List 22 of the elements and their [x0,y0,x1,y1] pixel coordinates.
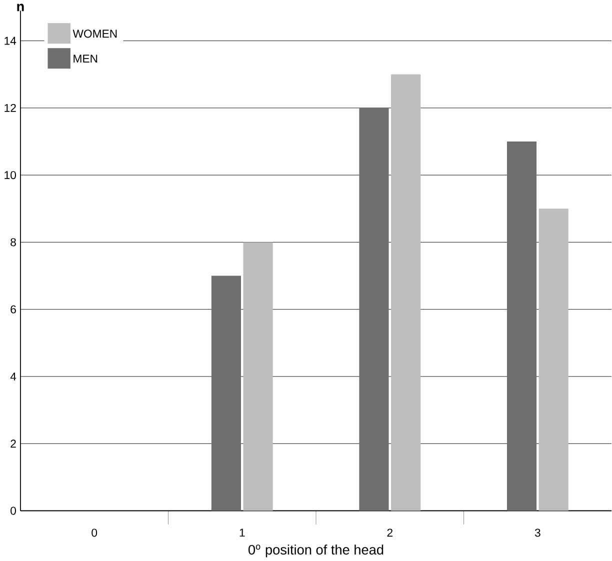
x-tick-label: 2 [387,528,392,537]
x-tick-label: 3 [534,528,540,537]
bar [538,208,568,511]
bar [359,108,389,511]
x-axis-title: 0$^{o}$ position of the head [248,544,384,558]
legend-label: WOMEN [72,30,117,38]
legend-label: MEN [74,54,98,63]
y-tick-label: 0 [10,506,16,515]
bar [391,74,421,511]
y-tick-label: 14 [4,36,16,45]
y-tick-label: 10 [4,171,16,180]
bar [211,276,241,511]
y-tick-label: 4 [10,372,16,380]
y-tick-label: 8 [10,238,16,246]
x-tick-label: 0 [92,528,98,537]
y-tick-label: 6 [10,305,16,314]
bar [243,242,273,511]
y-axis-title: n [17,4,24,12]
bar [506,141,537,511]
x-tick-label: 1 [240,528,245,537]
y-tick-label: 12 [4,104,16,112]
y-tick-label: 2 [10,440,16,448]
